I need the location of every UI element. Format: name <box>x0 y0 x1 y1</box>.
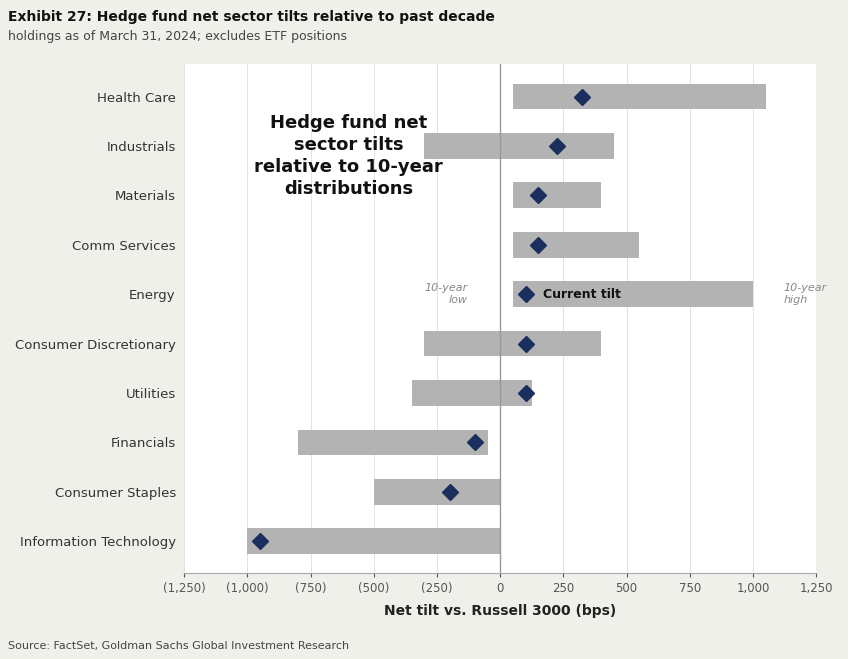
Bar <box>513 183 601 208</box>
Bar <box>513 281 753 307</box>
Text: Exhibit 27: Hedge fund net sector tilts relative to past decade: Exhibit 27: Hedge fund net sector tilts … <box>8 10 495 24</box>
Text: Source: FactSet, Goldman Sachs Global Investment Research: Source: FactSet, Goldman Sachs Global In… <box>8 641 349 651</box>
Text: 10-year
high: 10-year high <box>784 283 827 305</box>
Bar <box>248 529 500 554</box>
Bar <box>513 232 639 258</box>
Text: Current tilt: Current tilt <box>544 287 621 301</box>
Text: Hedge fund net
sector tilts
relative to 10-year
distributions: Hedge fund net sector tilts relative to … <box>254 113 443 198</box>
Bar <box>424 133 614 159</box>
Bar <box>374 479 500 505</box>
X-axis label: Net tilt vs. Russell 3000 (bps): Net tilt vs. Russell 3000 (bps) <box>384 604 616 617</box>
Text: 10-year
low: 10-year low <box>424 283 467 305</box>
Bar <box>513 84 766 109</box>
Bar <box>424 331 601 357</box>
Bar <box>298 430 488 455</box>
Text: holdings as of March 31, 2024; excludes ETF positions: holdings as of March 31, 2024; excludes … <box>8 30 348 43</box>
Bar <box>412 380 532 406</box>
